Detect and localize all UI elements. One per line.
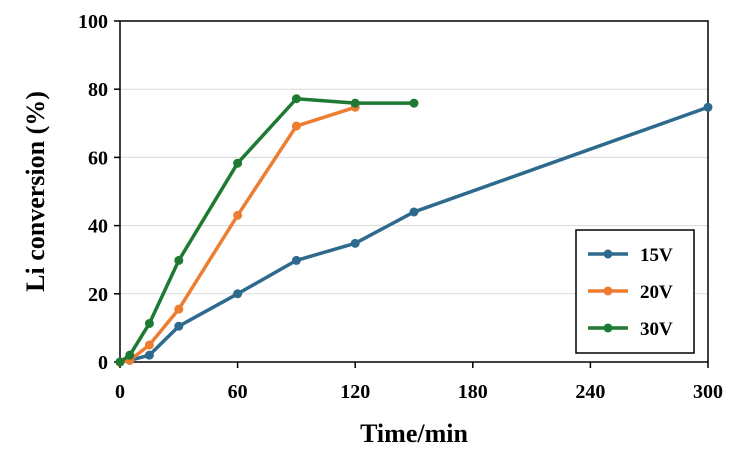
- data-point-15V-90: [291, 255, 301, 265]
- x-tick-label-0: 0: [115, 381, 125, 403]
- data-point-20V-15: [144, 340, 154, 350]
- y-tick-label-100: 100: [78, 11, 108, 33]
- data-series: [115, 94, 713, 367]
- data-point-30V-15: [144, 318, 154, 328]
- legend-marker-30V: [603, 323, 613, 333]
- x-tick-label-60: 60: [228, 381, 248, 403]
- data-point-15V-60: [233, 289, 243, 299]
- y-tick-label-80: 80: [88, 79, 108, 101]
- x-tick-label-300: 300: [693, 381, 723, 403]
- data-point-30V-30: [174, 255, 184, 265]
- data-point-30V-120: [350, 98, 360, 108]
- x-tick-label-180: 180: [458, 381, 488, 403]
- data-point-15V-120: [350, 238, 360, 248]
- data-point-15V-150: [409, 207, 419, 217]
- series-line-30V: [119, 96, 414, 364]
- y-tick-label-60: 60: [88, 147, 108, 169]
- y-tick-label-40: 40: [88, 216, 108, 238]
- data-point-15V-30: [174, 321, 184, 331]
- plot-area-frame: [119, 20, 709, 363]
- legend-label-15V: 15V: [640, 245, 673, 266]
- legend-item-15V: 15V: [588, 245, 673, 266]
- y-axis-title: Li conversion (%): [21, 91, 50, 292]
- data-point-20V-90: [291, 121, 301, 131]
- data-point-20V-30: [174, 304, 184, 314]
- legend-item-20V: 20V: [588, 282, 673, 303]
- x-tick-label-240: 240: [575, 381, 605, 403]
- series-30V: [115, 94, 419, 367]
- legend-item-30V: 30V: [588, 319, 673, 340]
- y-tick-label-0: 0: [98, 352, 108, 374]
- legend-marker-20V: [603, 286, 613, 296]
- x-axis-title: Time/min: [360, 419, 468, 448]
- data-point-30V-90: [291, 94, 301, 104]
- series-line-20V: [119, 105, 356, 364]
- data-point-30V-60: [233, 158, 243, 168]
- y-axis-ticks: 0 20 40 60 80 100: [78, 11, 120, 374]
- data-point-30V-5: [125, 350, 135, 360]
- x-axis-ticks: 0 60 120 180 240 300: [115, 362, 723, 403]
- x-tick-label-120: 120: [340, 381, 370, 403]
- legend: 15V 20V 30V: [575, 229, 695, 354]
- data-point-15V-300: [703, 102, 713, 112]
- legend-label-30V: 30V: [640, 319, 673, 340]
- data-point-30V-150: [409, 98, 419, 108]
- legend-label-20V: 20V: [640, 282, 673, 303]
- legend-marker-15V: [603, 249, 613, 259]
- data-point-30V-0: [115, 357, 125, 367]
- data-point-20V-60: [233, 210, 243, 220]
- y-tick-label-20: 20: [88, 284, 108, 306]
- data-point-15V-15: [144, 350, 154, 360]
